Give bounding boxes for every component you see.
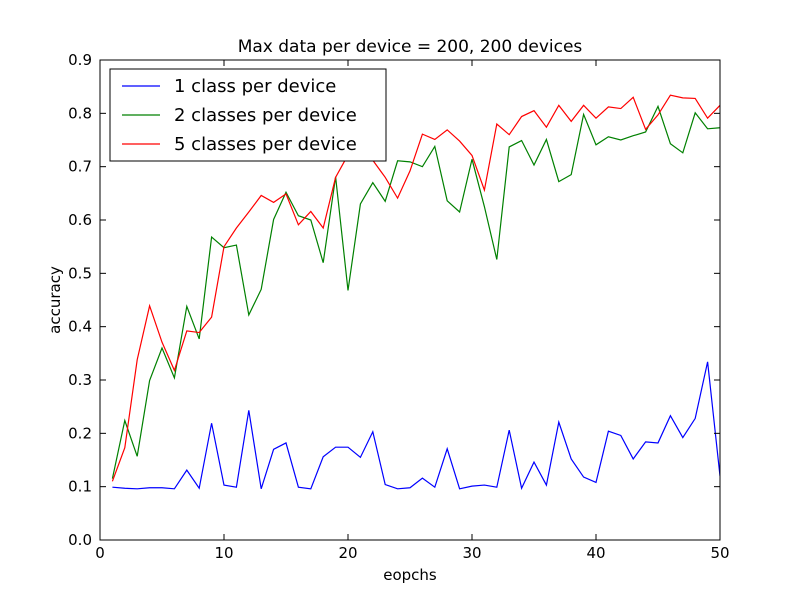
plot-frame bbox=[99, 59, 721, 541]
y-tick-label: 0.7 bbox=[68, 158, 92, 176]
x-tick-label: 0 bbox=[95, 544, 105, 562]
x-tick-label: 10 bbox=[214, 544, 233, 562]
legend-label-1: 1 class per device bbox=[174, 76, 336, 97]
y-tick-label: 0.2 bbox=[68, 424, 92, 442]
x-tick-label: 30 bbox=[462, 544, 481, 562]
legend-label-3: 5 classes per device bbox=[174, 134, 357, 155]
y-tick-label: 0.5 bbox=[68, 264, 92, 282]
x-tick-label: 40 bbox=[586, 544, 605, 562]
y-tick-label: 0.0 bbox=[68, 531, 92, 549]
y-tick-label: 0.3 bbox=[68, 371, 92, 389]
y-tick-label: 0.8 bbox=[68, 104, 92, 122]
x-tick-label: 20 bbox=[338, 544, 357, 562]
x-tick-label: 50 bbox=[710, 544, 729, 562]
y-tick-label: 0.1 bbox=[68, 478, 92, 496]
y-tick-label: 0.4 bbox=[68, 318, 92, 336]
legend: 1 class per device 2 classes per device 5 … bbox=[109, 68, 387, 162]
chart-title: Max data per device = 200, 200 devices bbox=[238, 37, 583, 57]
x-axis-label: eopchs bbox=[383, 566, 437, 584]
series-line-2 bbox=[111, 104, 720, 479]
series-line-1 bbox=[112, 361, 720, 491]
y-tick-label: 0.6 bbox=[68, 211, 92, 229]
series-line-3 bbox=[111, 94, 720, 482]
legend-label-2: 2 classes per device bbox=[174, 105, 357, 126]
y-tick-label: 0.9 bbox=[68, 51, 92, 69]
y-axis-label: accuracy bbox=[46, 266, 64, 334]
